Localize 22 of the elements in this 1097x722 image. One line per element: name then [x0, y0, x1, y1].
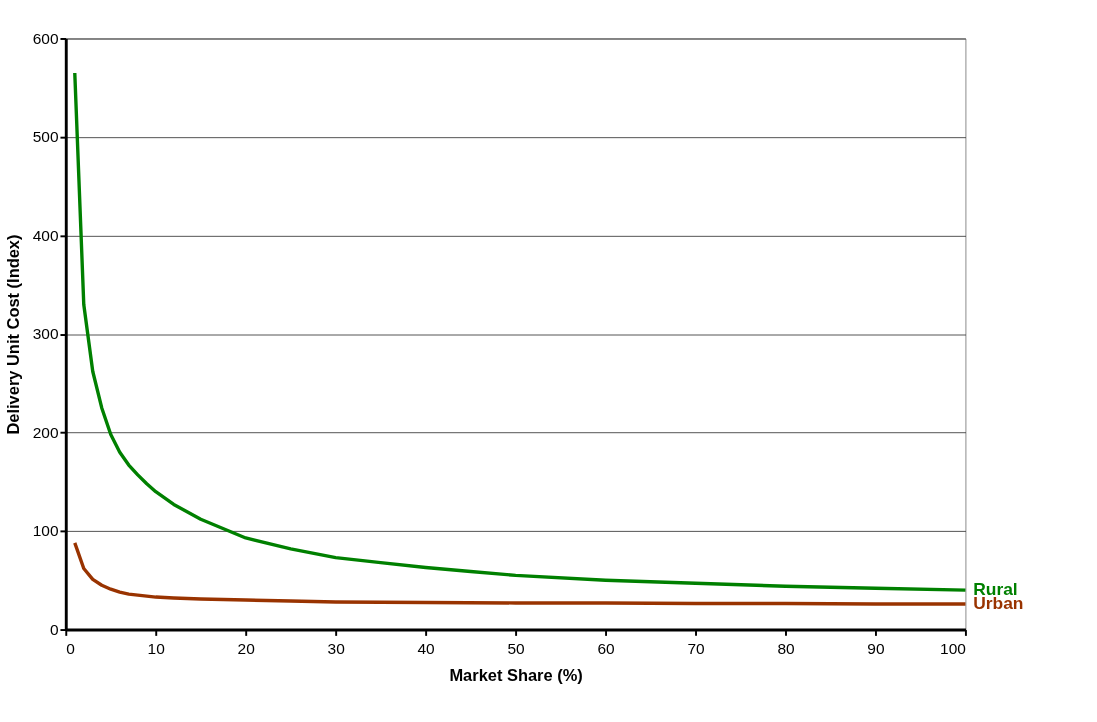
x-tick-label: 20	[237, 640, 255, 658]
y-tick-label: 100	[32, 522, 59, 540]
y-tick-label: 0	[49, 620, 59, 638]
y-tick-label: 500	[32, 128, 59, 146]
x-tick-label: 10	[147, 640, 165, 658]
line-series	[73, 541, 968, 606]
x-axis-title: Market Share (%)	[449, 666, 583, 685]
y-tick-label: 600	[32, 29, 59, 47]
x-tick-label: 60	[597, 640, 615, 658]
y-tick-label: 400	[32, 226, 59, 244]
x-tick-label: 100	[940, 640, 966, 658]
x-tick-label: 40	[417, 640, 435, 658]
x-tick-label: 50	[507, 640, 525, 658]
x-tick-label: 30	[327, 640, 345, 658]
x-tick-label: 70	[687, 640, 705, 658]
y-axis-title: Delivery Unit Cost (Index)	[4, 234, 23, 435]
y-tick-label: 200	[32, 423, 59, 441]
x-tick-label: 90	[867, 640, 885, 658]
x-tick-label: 0	[66, 640, 75, 658]
x-tick-label: 80	[777, 640, 795, 658]
line-series	[73, 71, 968, 592]
y-tick-label: 300	[32, 325, 59, 343]
